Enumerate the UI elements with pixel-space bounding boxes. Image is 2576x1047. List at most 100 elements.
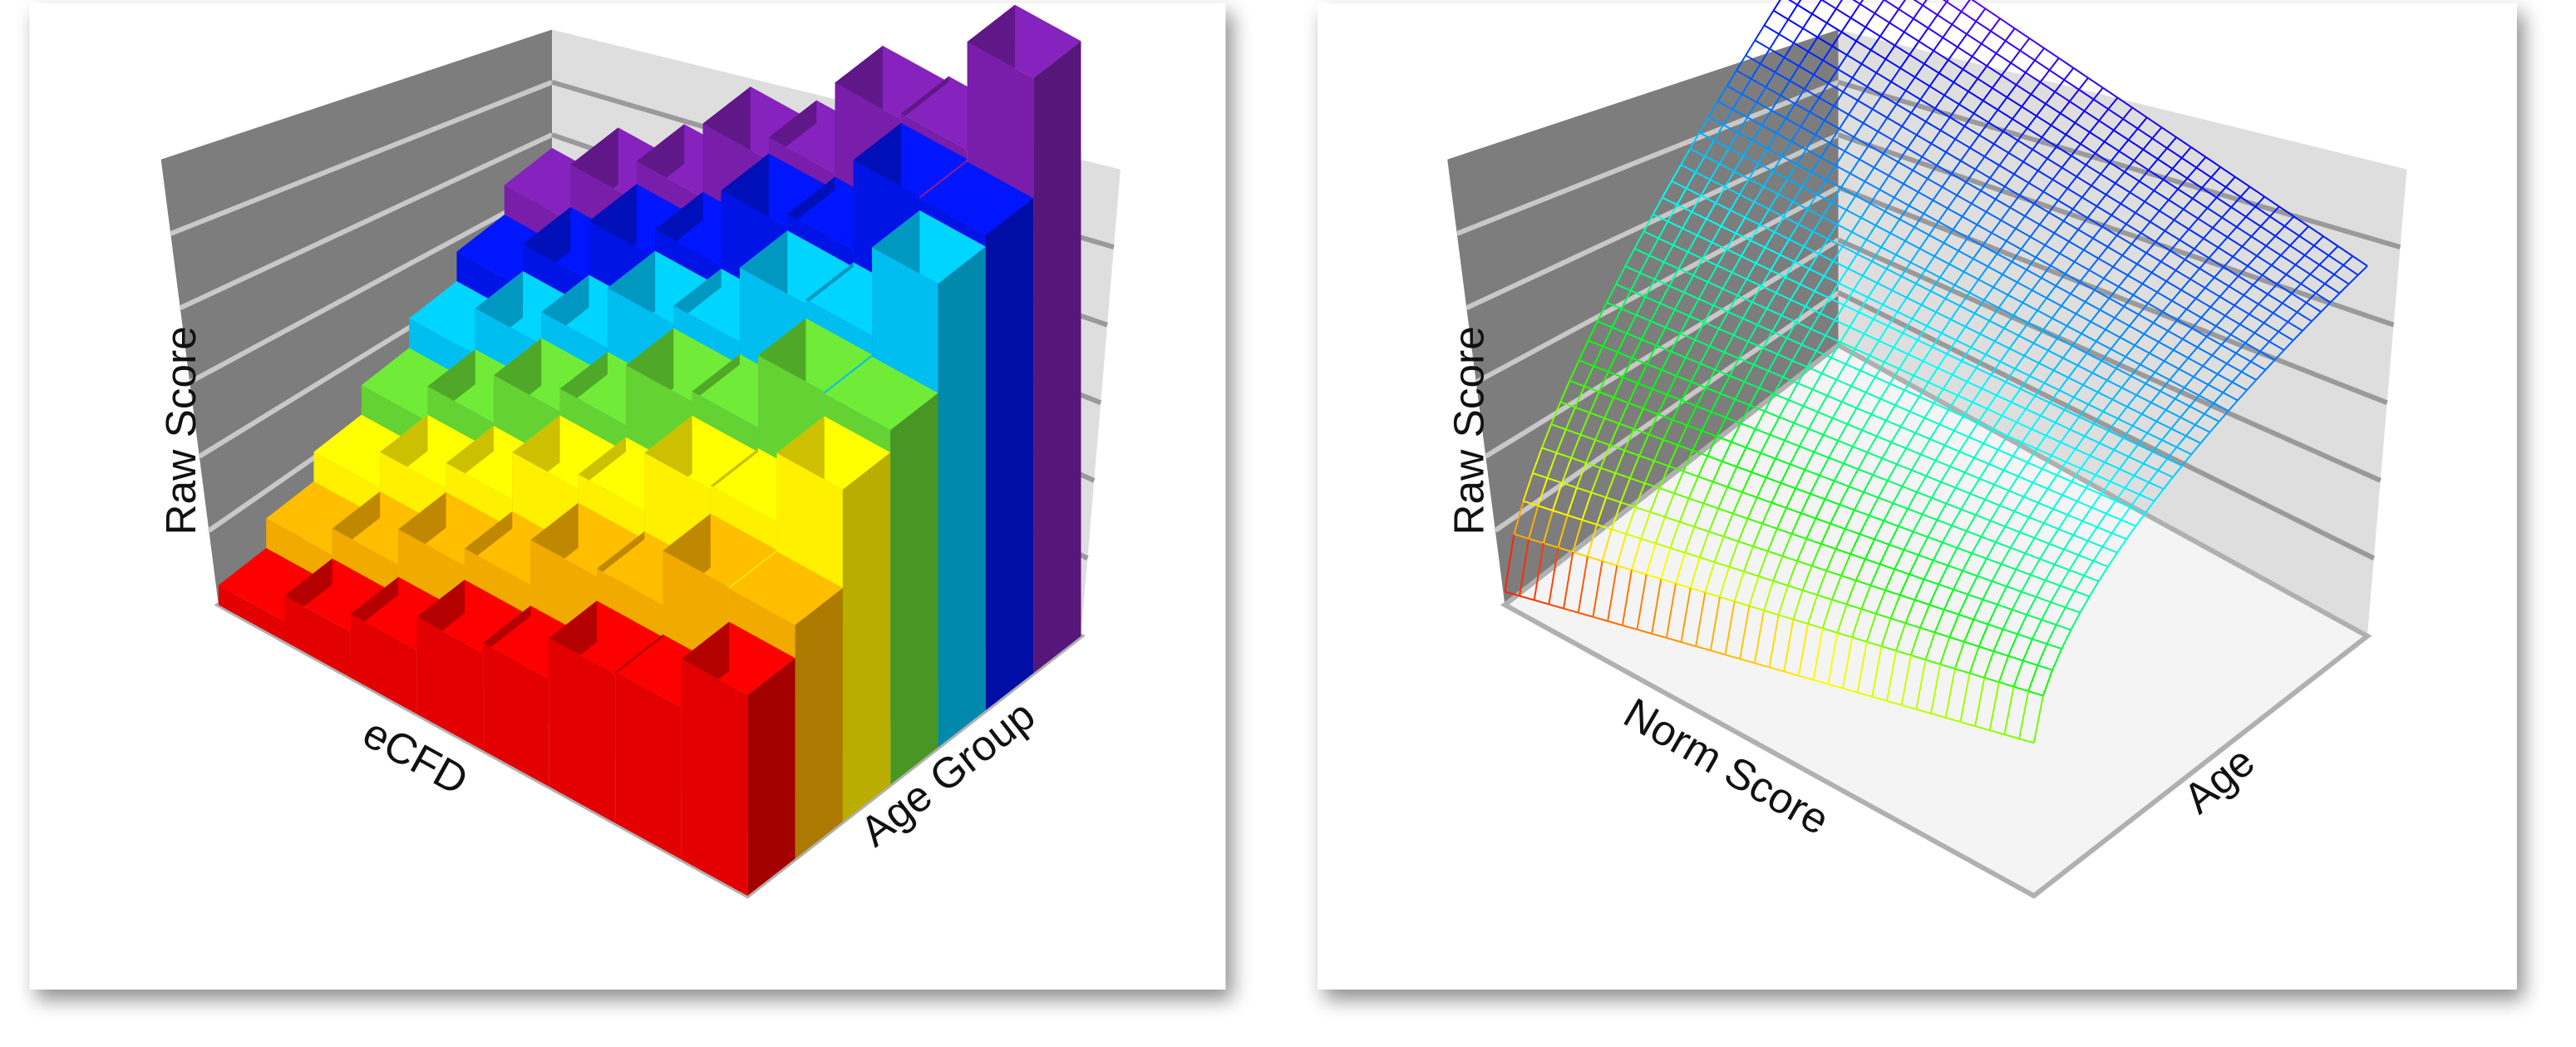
mesh-line <box>1951 508 1963 526</box>
mesh-line <box>2002 274 2018 284</box>
mesh-line <box>2052 508 2068 516</box>
mesh-line <box>2204 287 2220 298</box>
mesh-line <box>2057 188 2068 201</box>
bar-riser <box>710 448 759 490</box>
mesh-line <box>1961 360 1978 369</box>
mesh-line <box>1985 198 1997 213</box>
mesh-line <box>1995 541 2012 549</box>
mesh-line <box>1643 214 1654 232</box>
mesh-line <box>2080 143 2096 155</box>
mesh-line <box>2019 37 2031 52</box>
mesh-line <box>2184 387 2199 397</box>
mesh-line <box>1834 319 1850 328</box>
mesh-line <box>1824 480 1835 500</box>
mesh-line <box>2007 476 2019 491</box>
mesh-line <box>1625 506 1637 535</box>
z-axis-label: Raw Score <box>156 326 204 535</box>
mesh-line <box>2002 609 2013 630</box>
mesh-line <box>2107 552 2118 567</box>
mesh-line <box>1829 297 1845 306</box>
mesh-line <box>2184 248 2195 260</box>
mesh-line <box>1991 220 2002 234</box>
mesh-line <box>1790 512 1802 535</box>
mesh-line <box>1884 347 1894 363</box>
mesh-line <box>2020 236 2032 250</box>
mesh-line <box>2245 205 2256 218</box>
mesh-line <box>1974 499 1986 516</box>
mesh-line <box>1745 428 1756 448</box>
mesh-line <box>1807 37 1819 52</box>
mesh-line <box>1986 65 2002 77</box>
mesh-line <box>2090 320 2106 331</box>
mesh-line <box>2249 185 2265 198</box>
mesh-line <box>1943 388 1958 397</box>
mesh-line <box>1657 394 1668 415</box>
mesh-line <box>2189 394 2200 407</box>
mesh-line <box>2230 196 2242 208</box>
mesh-line <box>2028 363 2040 377</box>
mesh-line <box>1789 65 1800 81</box>
mesh-line <box>1810 313 1821 329</box>
mesh-line <box>2158 341 2175 351</box>
mesh-line <box>1547 477 1563 484</box>
mesh-line <box>1658 466 1670 489</box>
mesh-line <box>2039 543 2051 560</box>
mesh-line <box>2037 309 2053 319</box>
mesh-line <box>1894 549 1905 570</box>
mesh-line <box>1952 215 1963 230</box>
mesh-line <box>1970 333 1982 348</box>
mesh-line <box>1870 49 1886 60</box>
mesh-line <box>2269 205 2280 217</box>
mesh-line <box>1898 0 1906 10</box>
mesh-line <box>1633 427 1649 436</box>
mesh-line <box>1861 413 1873 431</box>
mesh-line <box>1824 119 1840 130</box>
mesh-line <box>1859 369 1876 378</box>
mesh-line <box>1913 531 1928 538</box>
mesh-line <box>1946 339 1958 355</box>
mesh-line <box>2112 266 2129 276</box>
mesh-line <box>2109 161 2125 173</box>
mesh-line <box>1954 668 1970 674</box>
mesh-line <box>2144 500 2155 514</box>
mesh-line <box>1849 311 1860 328</box>
mesh-line <box>2042 190 2059 201</box>
mesh-line <box>1578 340 1589 361</box>
mesh-line <box>2243 284 2254 296</box>
mesh-line <box>2018 738 2035 744</box>
mesh-line <box>1761 522 1778 530</box>
mesh-line <box>1807 208 1823 218</box>
mesh-line <box>1959 305 1976 314</box>
mesh-line <box>2278 321 2289 333</box>
mesh-line <box>2048 542 2065 551</box>
mesh-line <box>1634 248 1650 256</box>
mesh-line <box>1984 156 2000 166</box>
mesh-line <box>1780 463 1791 484</box>
mesh-line <box>1810 171 1827 181</box>
mesh-line <box>1856 641 1868 693</box>
mesh-line <box>1668 268 1680 287</box>
mesh-line <box>1909 41 1920 56</box>
mesh-line <box>1908 353 1923 363</box>
mesh-line <box>1802 27 1819 38</box>
mesh-line <box>1677 444 1693 452</box>
mesh-line <box>1798 51 1810 67</box>
mesh-line <box>1923 560 1934 580</box>
wall-line <box>1837 132 2395 328</box>
mesh-line <box>1848 486 1864 493</box>
mesh-line <box>2002 118 2013 132</box>
mesh-line <box>1737 541 1754 547</box>
mesh-line <box>1940 319 1952 334</box>
mesh-line <box>1943 242 1959 252</box>
mesh-line <box>2109 151 2120 164</box>
mesh-line <box>1639 272 1656 280</box>
mesh-line <box>1585 462 1601 469</box>
mesh-line <box>1602 560 1618 567</box>
mesh-line <box>1958 614 1974 620</box>
mesh-line <box>1909 410 1925 419</box>
mesh-line <box>1810 492 1825 501</box>
mesh-line <box>2022 149 2034 163</box>
bar-front <box>218 585 285 642</box>
mesh-line <box>2022 442 2037 450</box>
mesh-line <box>2263 312 2274 323</box>
